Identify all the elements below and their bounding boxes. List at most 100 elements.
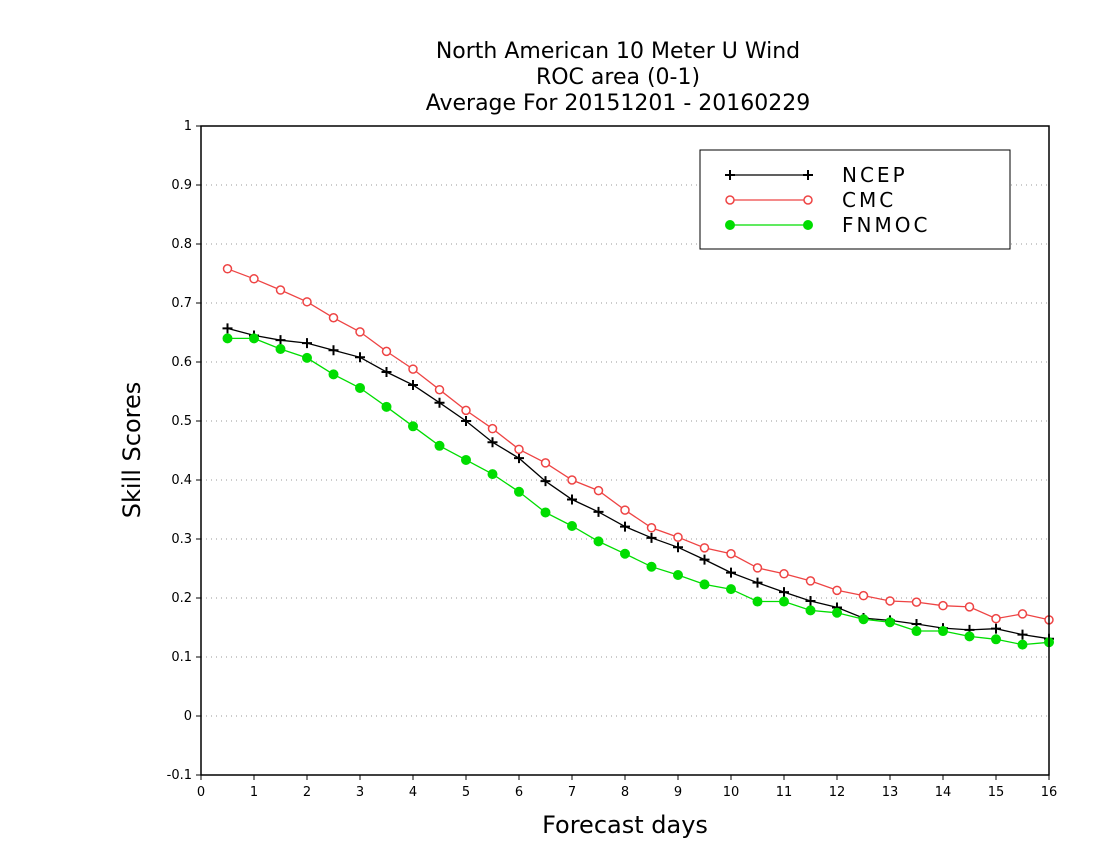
data-point-cmc [487,423,498,434]
data-point-fnmoc [885,617,895,628]
data-point-cmc [699,543,710,553]
y-tick-label: 0.3 [171,532,192,547]
x-tick-label: 1 [250,785,258,800]
legend-label-ncep: NCEP [842,163,908,187]
x-tick-label: 0 [197,785,205,800]
data-point-ncep [275,335,286,346]
data-point-fnmoc [302,352,312,363]
data-point-cmc [593,485,604,496]
series-fnmoc [222,333,1054,650]
data-point-cmc [885,596,895,606]
data-point-ncep [540,476,551,487]
data-point-fnmoc [752,596,763,607]
data-point-ncep [487,437,498,448]
data-point-cmc [620,505,630,515]
data-point-cmc [1017,609,1028,619]
x-tick-label: 7 [568,785,576,800]
y-tick-label: 0.7 [171,296,192,311]
data-point-cmc [991,613,1001,624]
data-point-ncep [805,595,816,606]
data-point-fnmoc [1017,639,1028,650]
data-point-ncep [779,587,789,598]
legend-marker-fnmoc [803,220,813,230]
data-point-ncep [593,506,604,517]
data-point-ncep [567,494,577,505]
data-point-fnmoc [514,486,524,497]
data-point-ncep [381,367,392,378]
legend-marker-ncep [725,170,735,180]
data-point-ncep [434,397,445,408]
data-point-cmc [302,297,312,307]
legend-label-cmc: CMC [842,188,896,212]
data-point-fnmoc [249,333,259,344]
title-line-2: ROC area (0-1) [536,65,700,90]
series-line-cmc [227,268,1050,621]
legend-marker-cmc [725,195,735,205]
data-point-fnmoc [699,579,710,590]
data-point-cmc [938,600,948,611]
data-point-ncep [222,323,233,334]
axis-ticks: -0.100.10.20.30.40.50.60.70.80.910 1 2 3 4 5 6… [167,119,1058,800]
data-point-fnmoc [222,333,233,344]
data-point-ncep [673,542,683,553]
data-point-cmc [540,458,551,468]
data-point-fnmoc [779,596,789,607]
data-point-cmc [567,475,577,485]
data-point-ncep [408,380,418,391]
data-point-fnmoc [408,421,418,432]
data-point-fnmoc [355,382,365,393]
data-point-cmc [911,597,922,607]
title-line-3: Average For 20151201 - 20160229 [426,91,811,116]
data-point-cmc [832,585,842,596]
data-point-ncep [699,554,710,565]
data-point-ncep [328,345,339,356]
data-point-ncep [514,453,524,464]
series-ncep [222,323,1054,644]
data-point-ncep [726,567,736,578]
x-tick-label: 16 [1041,785,1058,800]
data-point-cmc [249,274,259,284]
y-tick-label: 0 [184,709,192,724]
x-tick-label: 5 [462,785,470,800]
data-point-cmc [222,264,233,274]
data-point-cmc [275,285,286,295]
grid [201,184,1049,717]
x-tick-label: 2 [303,785,311,800]
legend-marker-cmc [803,195,813,205]
data-point-cmc [434,384,445,395]
data-point-fnmoc [991,634,1001,645]
series-line-fnmoc [227,337,1050,646]
x-tick-label: 3 [356,785,364,800]
x-tick-label: 12 [829,785,846,800]
legend-label-fnmoc: FNMOC [842,213,930,237]
series-layer [222,264,1054,650]
data-point-cmc [805,576,816,586]
data-point-cmc [752,563,763,573]
x-axis-label: Forecast days [542,811,708,839]
y-tick-label: 0.1 [171,650,192,665]
data-point-cmc [514,444,524,455]
data-point-cmc [461,405,471,416]
data-point-cmc [779,569,789,579]
legend-marker-ncep [803,170,813,180]
y-axis-label: Skill Scores [118,382,146,519]
x-tick-label: 14 [935,785,952,800]
data-point-fnmoc [964,631,975,642]
data-point-ncep [1017,629,1028,640]
data-point-fnmoc [461,454,471,465]
data-point-fnmoc [726,584,736,595]
data-point-cmc [673,532,683,542]
data-point-fnmoc [620,548,630,559]
data-point-ncep [355,352,365,363]
data-point-cmc [408,364,418,374]
x-tick-label: 8 [621,785,629,800]
y-tick-label: 1 [184,119,192,134]
y-tick-label: 0.2 [171,591,192,606]
x-tick-label: 9 [674,785,682,800]
x-tick-label: 4 [409,785,417,800]
y-tick-label: 0.6 [171,355,192,370]
data-point-cmc [726,549,736,559]
data-point-fnmoc [487,469,498,480]
